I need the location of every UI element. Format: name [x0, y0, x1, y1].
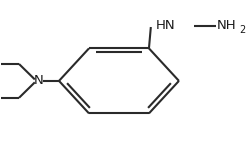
- Text: HN: HN: [156, 19, 176, 32]
- Text: NH: NH: [217, 19, 237, 32]
- Text: 2: 2: [239, 25, 245, 35]
- Text: N: N: [34, 74, 44, 87]
